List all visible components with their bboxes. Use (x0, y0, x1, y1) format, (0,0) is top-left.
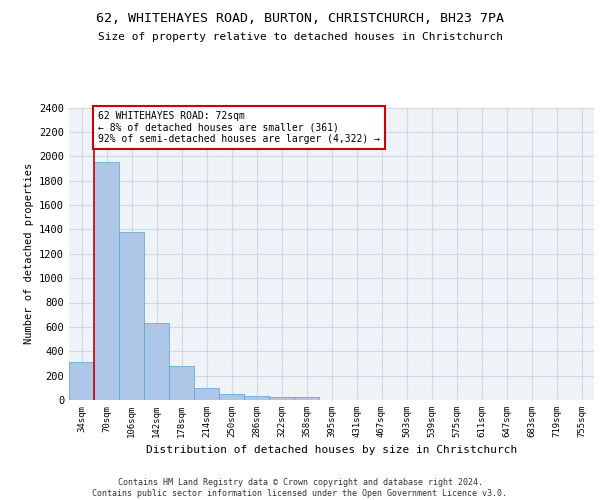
Bar (244, 396, 269, 400)
Bar (219, 394, 244, 400)
Bar (119, 232, 144, 400)
Bar (69, 362, 94, 400)
Y-axis label: Number of detached properties: Number of detached properties (23, 163, 34, 344)
Bar (269, 396, 294, 400)
X-axis label: Distribution of detached houses by size in Christchurch: Distribution of detached houses by size … (146, 446, 517, 456)
Bar (194, 388, 219, 400)
Bar (169, 366, 194, 400)
Text: Size of property relative to detached houses in Christchurch: Size of property relative to detached ho… (97, 32, 503, 42)
Text: Contains HM Land Registry data © Crown copyright and database right 2024.
Contai: Contains HM Land Registry data © Crown c… (92, 478, 508, 498)
Bar (144, 323, 169, 400)
Text: 62, WHITEHAYES ROAD, BURTON, CHRISTCHURCH, BH23 7PA: 62, WHITEHAYES ROAD, BURTON, CHRISTCHURC… (96, 12, 504, 26)
Bar (294, 398, 319, 400)
Bar (94, 162, 119, 400)
Text: 62 WHITEHAYES ROAD: 72sqm
← 8% of detached houses are smaller (361)
92% of semi-: 62 WHITEHAYES ROAD: 72sqm ← 8% of detach… (98, 111, 380, 144)
